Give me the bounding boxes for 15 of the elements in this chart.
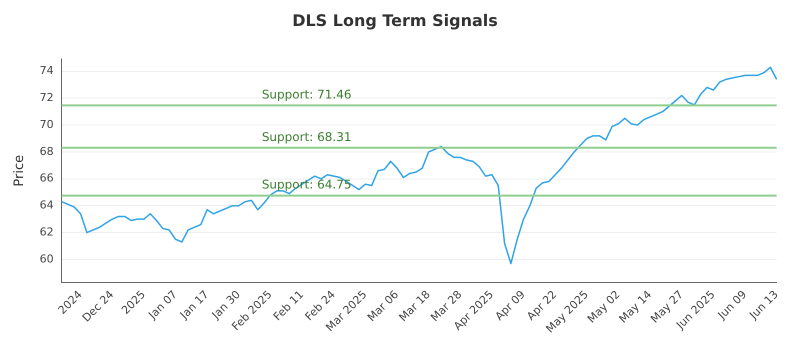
x-tick-label: Apr 09 (492, 288, 528, 323)
x-tick-label: Jan 17 (177, 288, 212, 322)
y-tick-label: 60 (40, 252, 54, 266)
y-tick-label: 66 (40, 172, 54, 185)
x-tick-label: Jan 07 (145, 288, 180, 322)
y-tick-label: 64 (40, 198, 54, 212)
y-tick-label: 70 (40, 118, 54, 131)
ref-line-label: Support: 71.46 (262, 88, 352, 102)
ref-line-label: Support: 68.31 (262, 130, 352, 144)
y-tick-label: 74 (40, 64, 54, 78)
y-tick-label: 62 (40, 225, 54, 238)
y-tick-label: 72 (40, 91, 54, 104)
y-tick-label: 68 (40, 144, 54, 158)
chart-title: DLS Long Term Signals (292, 10, 498, 30)
y-axis-title: Price (12, 154, 28, 187)
